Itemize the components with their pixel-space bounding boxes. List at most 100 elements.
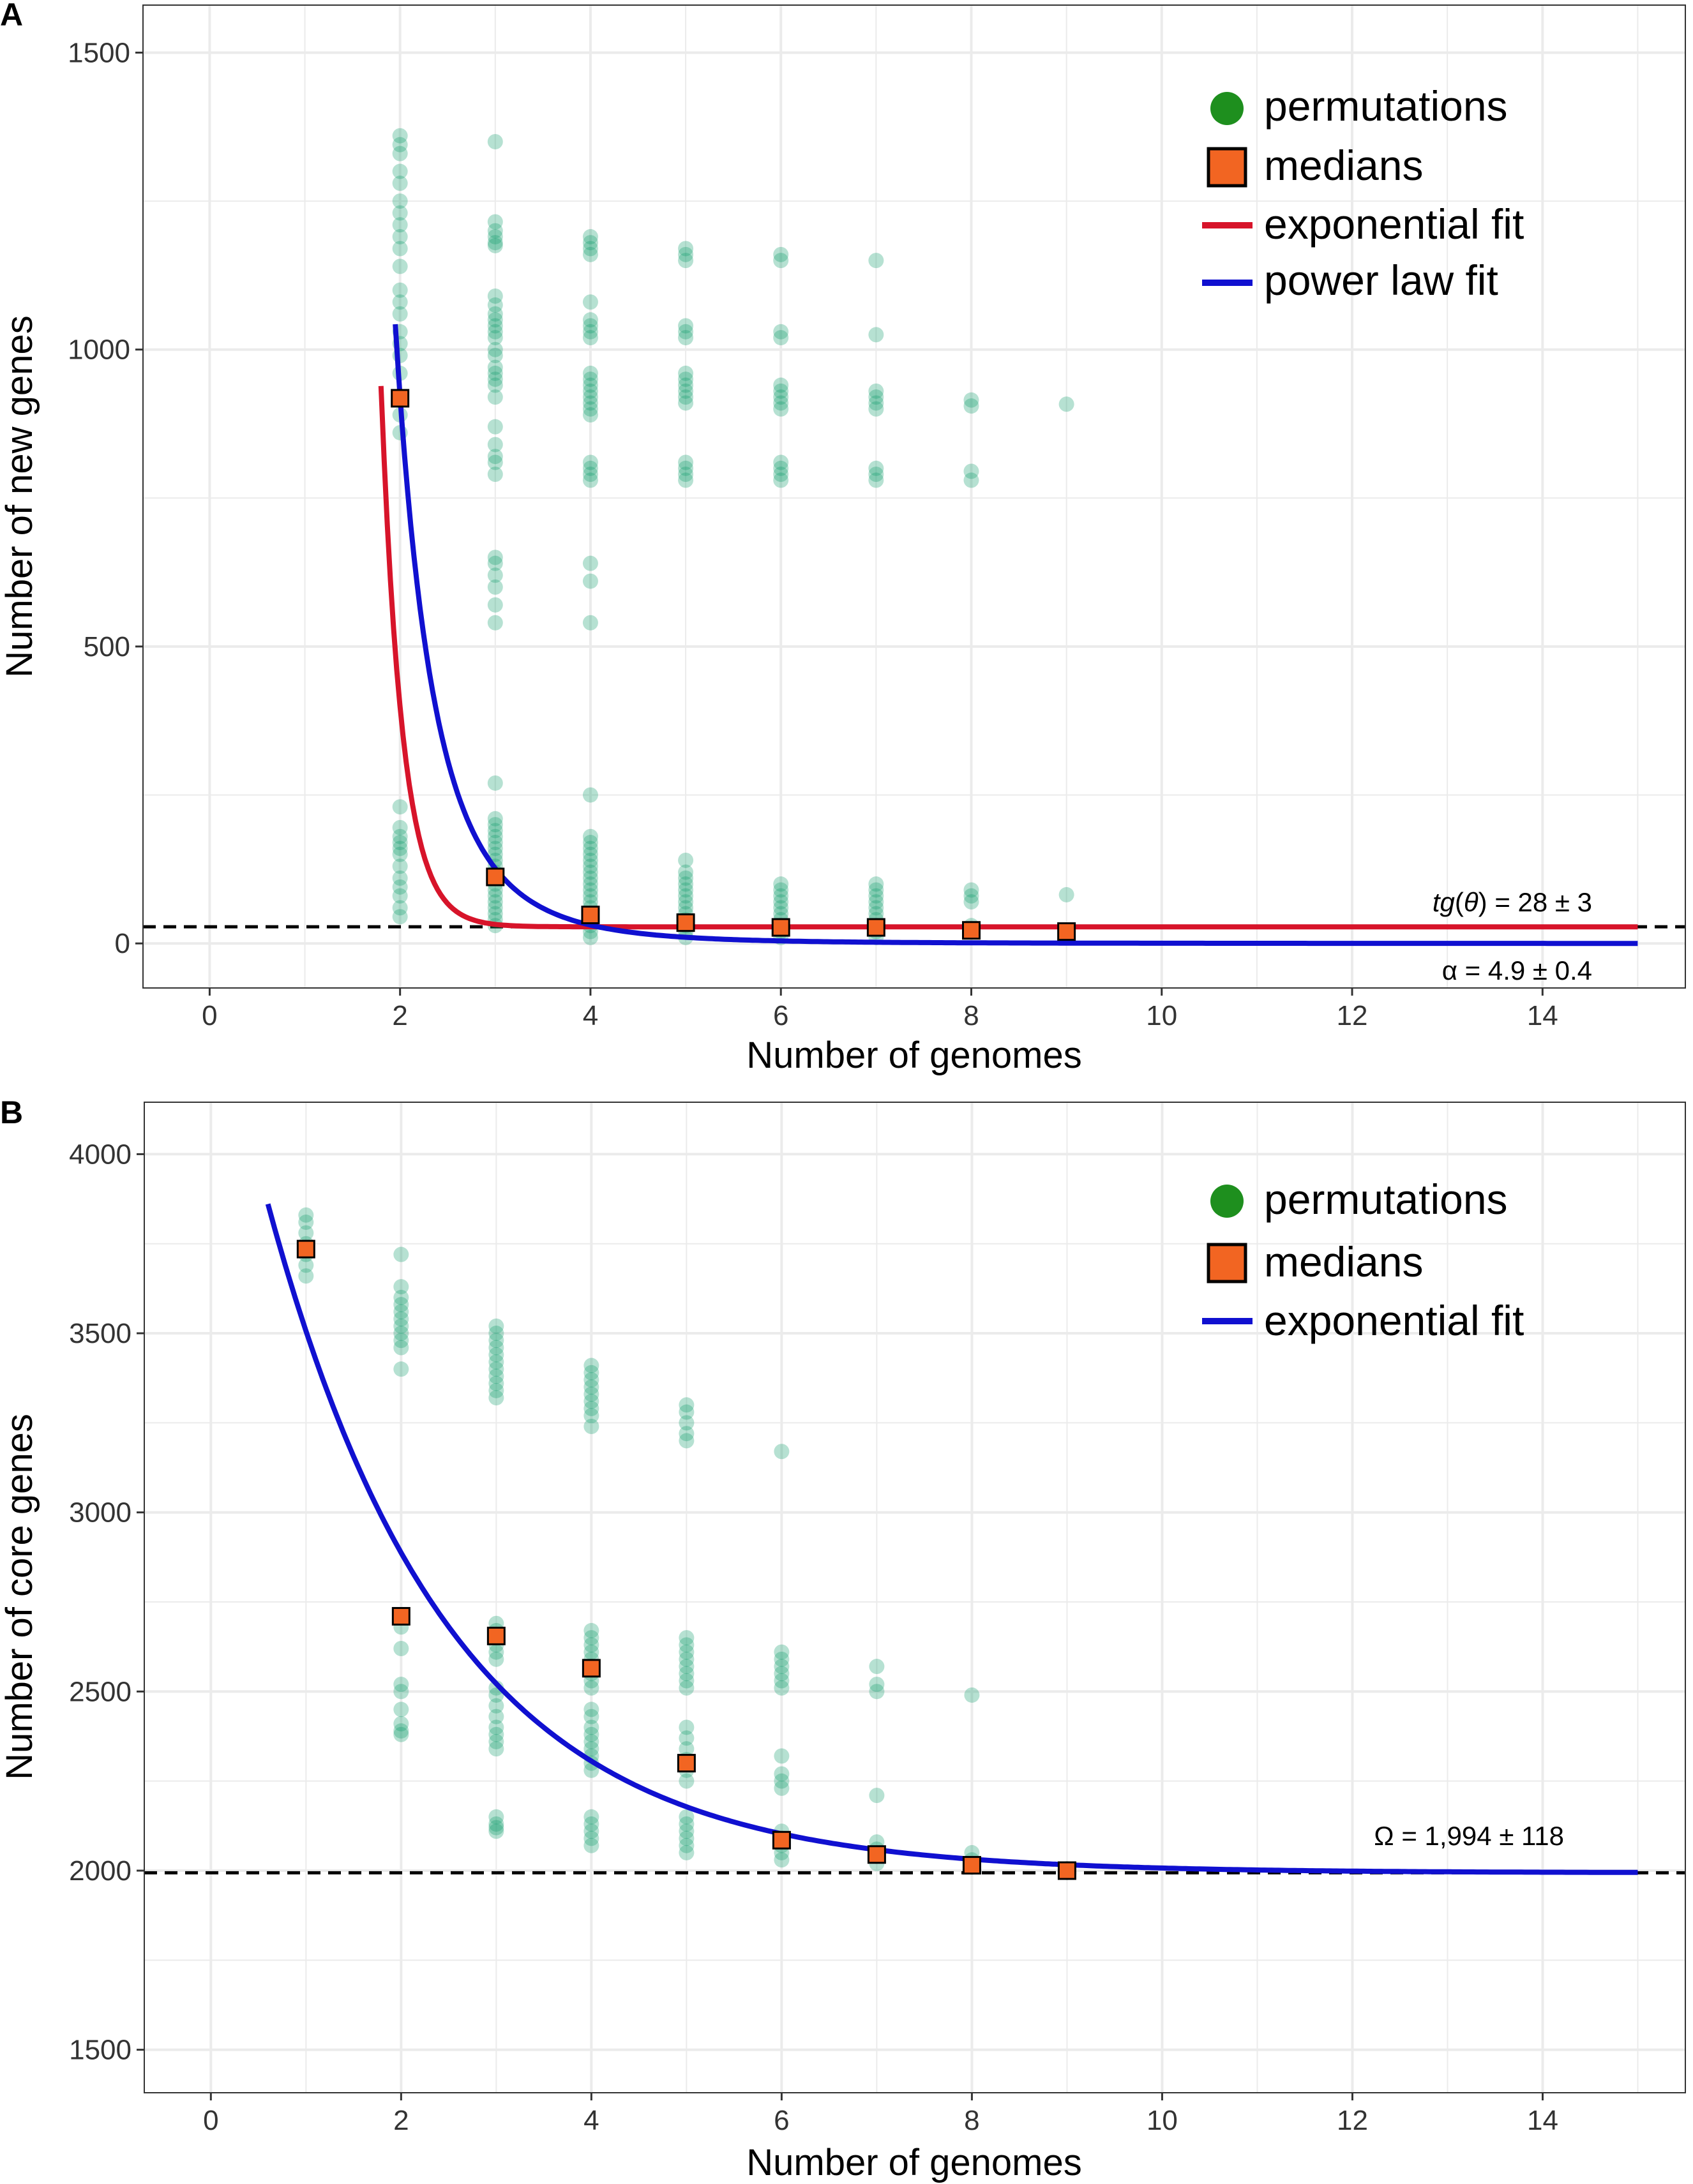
permutation-point bbox=[298, 1268, 314, 1284]
permutation-point bbox=[678, 894, 694, 910]
permutation-point bbox=[487, 389, 503, 405]
permutation-point bbox=[487, 365, 503, 381]
permutation-point bbox=[678, 246, 694, 262]
permutation-point bbox=[679, 1630, 695, 1646]
permutation-point bbox=[487, 318, 503, 334]
permutation-point bbox=[1058, 396, 1074, 412]
permutation-point bbox=[774, 1780, 790, 1796]
permutation-point bbox=[679, 1397, 695, 1413]
permutation-point bbox=[393, 1333, 409, 1349]
permutation-point bbox=[678, 389, 694, 405]
median-marker bbox=[1057, 922, 1076, 941]
permutation-point bbox=[487, 377, 503, 393]
permutation-point bbox=[488, 1719, 504, 1735]
permutation-point bbox=[678, 876, 694, 892]
permutation-point bbox=[868, 467, 884, 482]
permutation-point bbox=[392, 306, 408, 322]
legend-medians-label: medians bbox=[1264, 142, 1423, 189]
panel-b-fit-curves bbox=[265, 1203, 1638, 1875]
permutation-point bbox=[583, 1386, 599, 1402]
permutation-point bbox=[868, 401, 884, 417]
median-marker bbox=[676, 913, 695, 932]
panel-a-legend: permutations medians exponential fit pow… bbox=[1202, 82, 1524, 304]
permutation-point bbox=[678, 454, 694, 470]
permutation-point bbox=[393, 1318, 409, 1334]
permutation-point bbox=[487, 330, 503, 346]
permutation-point bbox=[392, 137, 408, 153]
permutation-point bbox=[678, 395, 694, 411]
permutation-point bbox=[679, 1680, 695, 1696]
permutation-point bbox=[582, 228, 598, 244]
permutation-point bbox=[392, 205, 408, 221]
x-tick-label: 14 bbox=[1527, 1000, 1558, 1031]
permutation-point bbox=[583, 1726, 599, 1742]
permutation-point bbox=[582, 841, 598, 856]
permutation-point bbox=[392, 819, 408, 835]
permutation-point bbox=[582, 870, 598, 886]
permutation-point bbox=[868, 395, 884, 411]
x-tick-label: 4 bbox=[583, 2105, 599, 2136]
permutation-point bbox=[488, 1741, 504, 1757]
panel-b-border bbox=[144, 1102, 1686, 2093]
permutation-point bbox=[583, 1365, 599, 1380]
permutation-point bbox=[583, 1709, 599, 1724]
permutation-point bbox=[773, 377, 789, 393]
permutation-point bbox=[773, 906, 789, 922]
permutation-point bbox=[487, 371, 503, 387]
panel-a-tick-labels: 0 2 4 6 8 10 12 14 0 500 1000 1500 bbox=[68, 37, 1558, 1031]
permutation-point bbox=[868, 876, 884, 892]
permutation-point bbox=[487, 419, 503, 435]
x-tick-label: 6 bbox=[773, 1000, 788, 1031]
permutation-point bbox=[678, 371, 694, 387]
permutation-point bbox=[582, 365, 598, 381]
permutation-point bbox=[868, 327, 884, 343]
x-tick-label: 2 bbox=[392, 1000, 407, 1031]
permutation-point bbox=[487, 823, 503, 839]
permutation-point bbox=[582, 828, 598, 844]
permutation-point bbox=[678, 888, 694, 904]
permutation-point bbox=[773, 324, 789, 340]
x-tick-label: 10 bbox=[1147, 2105, 1178, 2136]
permutation-point bbox=[487, 835, 503, 851]
y-tick-label: 3000 bbox=[69, 1497, 132, 1529]
median-marker bbox=[866, 918, 885, 937]
panel-a-y-axis-label: Number of new genes bbox=[0, 315, 40, 677]
x-tick-label: 2 bbox=[393, 2105, 409, 2136]
permutation-point bbox=[678, 253, 694, 269]
permutation-point bbox=[488, 1347, 504, 1363]
permutation-point bbox=[487, 817, 503, 833]
median-marker bbox=[961, 921, 981, 940]
permutation-point bbox=[488, 1726, 504, 1742]
permutation-point bbox=[488, 1390, 504, 1406]
permutation-point bbox=[392, 888, 408, 904]
y-tick-label: 2500 bbox=[69, 1676, 132, 1707]
permutation-point bbox=[868, 894, 884, 910]
permutation-point bbox=[773, 389, 789, 405]
permutation-point bbox=[488, 1809, 504, 1825]
permutation-point bbox=[392, 828, 408, 844]
permutation-point bbox=[583, 1393, 599, 1409]
permutation-point bbox=[774, 1766, 790, 1782]
median-marker bbox=[677, 1754, 696, 1773]
permutation-point bbox=[679, 1823, 695, 1839]
permutation-point bbox=[488, 1382, 504, 1398]
permutation-point bbox=[488, 1354, 504, 1370]
permutation-point bbox=[487, 597, 503, 613]
permutation-point bbox=[393, 1279, 409, 1295]
y-tick-label: 1500 bbox=[68, 37, 130, 68]
permutation-point bbox=[679, 1741, 695, 1757]
permutation-point bbox=[583, 1630, 599, 1646]
panel-a-label: A bbox=[0, 0, 23, 33]
permutation-point bbox=[773, 882, 789, 898]
permutation-point bbox=[963, 472, 979, 488]
permutation-point bbox=[488, 1333, 504, 1349]
permutation-point bbox=[583, 1418, 599, 1434]
permutation-point bbox=[393, 1289, 409, 1305]
legend-permutations-label: permutations bbox=[1264, 82, 1508, 130]
panel-a-border bbox=[142, 4, 1686, 989]
x-tick-label: 8 bbox=[964, 2105, 979, 2136]
annotation-tg-prefix: tg bbox=[1433, 887, 1455, 917]
permutation-point bbox=[488, 1361, 504, 1377]
permutation-point bbox=[298, 1207, 314, 1223]
permutation-point bbox=[582, 864, 598, 880]
